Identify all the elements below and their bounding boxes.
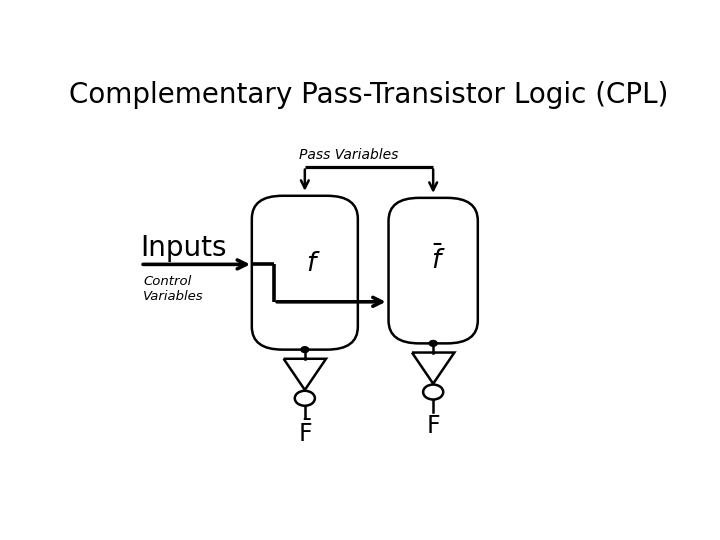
Text: $f$: $f$ — [306, 252, 320, 278]
Text: $\bar{f}$: $\bar{f}$ — [431, 246, 446, 275]
Circle shape — [301, 347, 309, 353]
Text: $\bar{\mathrm{F}}$: $\bar{\mathrm{F}}$ — [297, 420, 312, 447]
FancyBboxPatch shape — [389, 198, 478, 343]
Circle shape — [423, 384, 444, 400]
Text: Pass Variables: Pass Variables — [300, 147, 399, 161]
Circle shape — [429, 341, 437, 346]
Circle shape — [294, 391, 315, 406]
Text: Complementary Pass-Transistor Logic (CPL): Complementary Pass-Transistor Logic (CPL… — [69, 82, 669, 110]
FancyBboxPatch shape — [252, 196, 358, 349]
Text: Control
Variables: Control Variables — [143, 275, 204, 303]
Text: Inputs: Inputs — [140, 234, 227, 262]
Text: $\mathrm{F}$: $\mathrm{F}$ — [426, 414, 441, 438]
